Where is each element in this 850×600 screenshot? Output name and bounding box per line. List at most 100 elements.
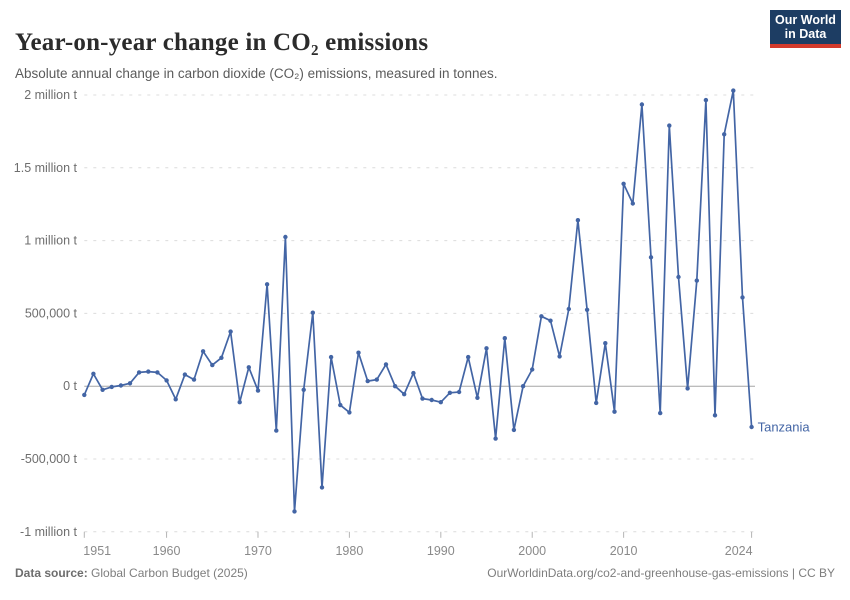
data-point-marker[interactable] (740, 295, 745, 300)
data-point-marker[interactable] (603, 341, 608, 346)
data-point-marker[interactable] (82, 392, 87, 398)
data-point-marker[interactable] (539, 314, 544, 319)
data-point-marker[interactable] (402, 392, 407, 397)
data-point-marker[interactable] (667, 123, 672, 128)
data-point-marker[interactable] (383, 362, 389, 367)
data-point-marker[interactable] (146, 369, 151, 374)
chart-footer: Data source: Global Carbon Budget (2025)… (15, 566, 835, 580)
data-point-marker[interactable] (274, 428, 279, 433)
owid-logo-line1: Our World (775, 13, 836, 27)
y-tick-label: -500,000 t (21, 452, 78, 466)
y-tick-label: 2 million t (24, 88, 77, 102)
data-point-marker[interactable] (374, 377, 379, 382)
data-point-marker[interactable] (594, 400, 599, 406)
data-point-marker[interactable] (447, 390, 453, 395)
data-point-marker[interactable] (173, 397, 178, 402)
page-subtitle: Absolute annual change in carbon dioxide… (15, 65, 498, 81)
data-point-marker[interactable] (420, 396, 425, 401)
data-point-marker[interactable] (118, 383, 124, 388)
y-tick-label: 1 million t (24, 234, 77, 248)
data-point-marker[interactable] (310, 310, 315, 315)
data-point-marker[interactable] (255, 388, 261, 393)
x-tick-label: 1951 (83, 544, 111, 558)
data-point-marker[interactable] (356, 350, 361, 355)
data-source-value: Global Carbon Budget (2025) (87, 566, 248, 580)
data-point-marker[interactable] (475, 395, 480, 400)
data-point-marker[interactable] (530, 367, 535, 372)
data-point-marker[interactable] (127, 381, 133, 386)
data-point-marker[interactable] (237, 400, 242, 405)
data-point-marker[interactable] (703, 97, 709, 103)
x-tick-label: 1960 (153, 544, 181, 558)
x-tick-label: 2000 (518, 544, 546, 558)
data-point-marker[interactable] (283, 234, 288, 240)
data-point-marker[interactable] (694, 278, 699, 283)
x-tick-label: 2010 (610, 544, 638, 558)
entity-label: Tanzania (758, 420, 811, 435)
data-point-marker[interactable] (685, 386, 690, 391)
data-source-note: Data source: Global Carbon Budget (2025) (15, 566, 248, 580)
x-tick-label: 2024 (725, 544, 753, 558)
data-point-marker[interactable] (319, 485, 325, 490)
data-point-marker[interactable] (164, 378, 169, 383)
x-tick-label: 1990 (427, 544, 455, 558)
y-tick-label: 0 t (63, 379, 77, 393)
data-point-marker[interactable] (91, 371, 96, 376)
data-point-marker[interactable] (731, 88, 736, 93)
data-point-marker[interactable] (191, 377, 197, 382)
data-point-marker[interactable] (484, 346, 489, 351)
series-line (83, 89, 753, 513)
data-point-marker[interactable] (712, 413, 718, 418)
data-point-marker[interactable] (548, 318, 553, 323)
x-tick-label: 1970 (244, 544, 272, 558)
data-point-marker[interactable] (347, 410, 352, 415)
data-point-marker[interactable] (411, 370, 416, 376)
data-point-marker[interactable] (493, 436, 498, 441)
data-point-marker[interactable] (648, 255, 654, 260)
data-point-marker[interactable] (338, 402, 343, 408)
data-point-marker[interactable] (466, 354, 471, 360)
data-point-marker[interactable] (246, 365, 251, 370)
data-point-marker[interactable] (621, 181, 626, 186)
data-point-marker[interactable] (429, 397, 434, 403)
data-point-marker[interactable] (155, 370, 160, 375)
data-point-marker[interactable] (136, 370, 142, 375)
data-point-marker[interactable] (200, 349, 206, 354)
data-point-marker[interactable] (511, 427, 517, 433)
data-point-marker[interactable] (365, 378, 370, 384)
data-source-label: Data source: (15, 566, 88, 580)
data-point-marker[interactable] (301, 387, 306, 392)
data-point-marker[interactable] (722, 132, 727, 137)
data-point-marker[interactable] (566, 306, 571, 312)
data-point-marker[interactable] (749, 424, 754, 430)
data-point-marker[interactable] (658, 410, 663, 416)
data-point-marker[interactable] (264, 282, 270, 287)
page-title: Year-on-year change in CO₂ emissions (15, 28, 429, 56)
y-tick-label: 1.5 million t (14, 161, 78, 175)
data-point-marker[interactable] (676, 274, 681, 280)
data-point-marker[interactable] (438, 400, 443, 405)
data-point-marker[interactable] (520, 384, 526, 389)
data-point-marker[interactable] (219, 355, 224, 360)
data-point-marker[interactable] (100, 387, 105, 392)
data-point-marker[interactable] (109, 384, 114, 390)
data-point-marker[interactable] (502, 336, 507, 341)
data-point-marker[interactable] (584, 307, 590, 312)
owid-url-link[interactable]: OurWorldinData.org/co2-and-greenhouse-ga… (487, 566, 835, 580)
data-point-marker[interactable] (328, 354, 334, 360)
data-point-marker[interactable] (292, 509, 297, 514)
data-point-marker[interactable] (557, 354, 562, 359)
y-tick-label: 500,000 t (25, 306, 78, 320)
owid-logo[interactable]: Our World in Data (770, 10, 841, 48)
data-point-marker[interactable] (182, 372, 188, 377)
owid-logo-line2: in Data (784, 27, 827, 41)
data-point-marker[interactable] (612, 409, 617, 414)
data-point-marker[interactable] (392, 384, 398, 389)
data-point-marker[interactable] (210, 362, 215, 368)
data-point-marker[interactable] (575, 218, 581, 223)
data-point-marker[interactable] (639, 102, 645, 107)
data-point-marker[interactable] (228, 329, 233, 334)
data-point-marker[interactable] (630, 201, 635, 206)
data-point-marker[interactable] (456, 389, 462, 395)
